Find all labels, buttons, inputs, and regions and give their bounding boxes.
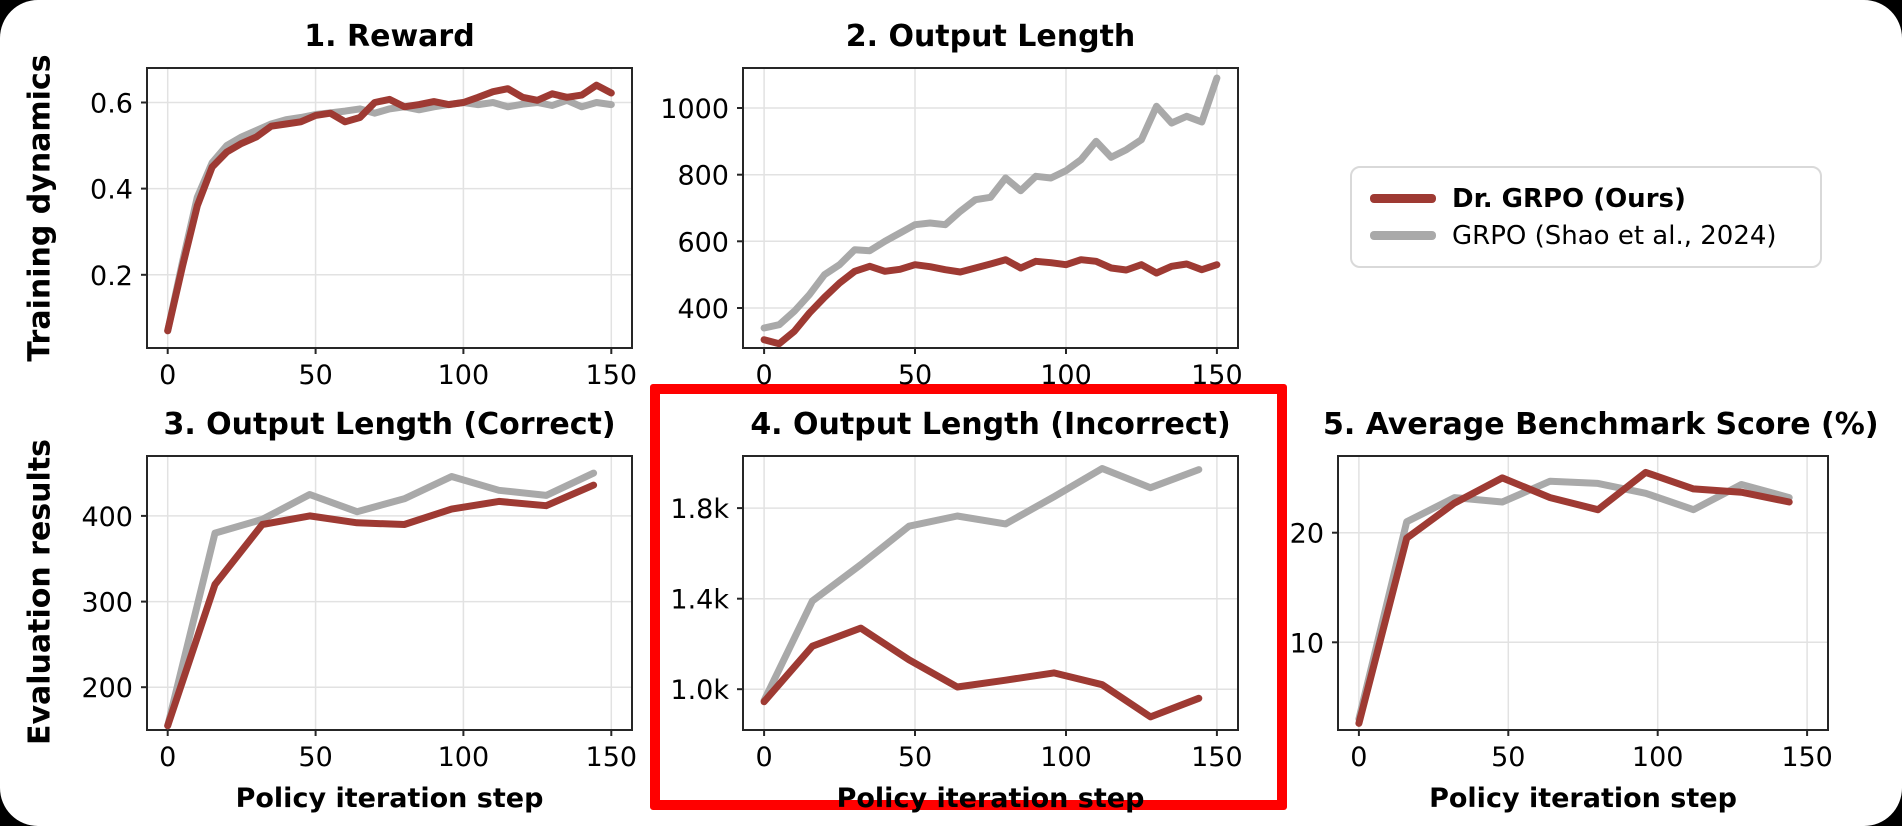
chart-output-length-incorrect-plot: 0 50 100 150 1.0k 1.4k 1.8k [670, 455, 1243, 773]
svg-text:400: 400 [677, 294, 729, 325]
chart-output-length-incorrect-title: 4. Output Length (Incorrect) [750, 407, 1231, 442]
svg-text:0: 0 [159, 360, 176, 391]
svg-text:1.0k: 1.0k [670, 675, 729, 706]
chart-average-benchmark-score: 5. Average Benchmark Score (%) 0 50 100 150… [1243, 401, 1879, 825]
svg-text:150: 150 [586, 742, 638, 773]
svg-text:800: 800 [677, 161, 729, 192]
chart-output-length-correct-title: 3. Output Length (Correct) [163, 407, 616, 442]
svg-text:50: 50 [898, 360, 932, 391]
svg-text:1.4k: 1.4k [670, 585, 729, 616]
chart-output-length-correct: 3. Output Length (Correct) 0 50 100 150 200 3… [52, 401, 647, 825]
chart-average-benchmark-score-title: 5. Average Benchmark Score (%) [1323, 407, 1879, 442]
svg-text:50: 50 [298, 360, 332, 391]
chart-output-length: 2. Output Length 0 50 100 150 400 600 800 1000 [648, 13, 1253, 443]
chart-average-benchmark-score-plot: 0 50 100 150 10 20 [1290, 455, 1833, 773]
svg-text:200: 200 [81, 673, 133, 704]
svg-text:0.6: 0.6 [90, 89, 133, 120]
svg-text:150: 150 [1191, 742, 1243, 773]
svg-text:100: 100 [438, 742, 490, 773]
chart-average-benchmark-score-xlabel: Policy iteration step [1429, 783, 1737, 814]
svg-text:10: 10 [1290, 628, 1324, 659]
svg-text:0: 0 [159, 742, 176, 773]
svg-text:50: 50 [298, 742, 332, 773]
svg-text:100: 100 [438, 360, 490, 391]
chart-output-length-plot: 0 50 100 150 400 600 800 1000 [660, 67, 1243, 391]
svg-text:1000: 1000 [660, 94, 729, 125]
chart-reward-plot: 0 50 100 150 0.2 0.4 0.6 [90, 67, 638, 391]
svg-text:1.8k: 1.8k [670, 494, 729, 525]
svg-text:600: 600 [677, 227, 729, 258]
svg-text:100: 100 [1040, 742, 1092, 773]
svg-text:0.2: 0.2 [90, 261, 133, 292]
legend-item-dr-grpo: Dr. GRPO (Ours) [1370, 184, 1802, 214]
legend-item-grpo: GRPO (Shao et al., 2024) [1370, 221, 1802, 251]
chart-reward: 1. Reward 0 50 100 150 0.2 0.4 0.6 [52, 13, 647, 443]
grpo-line-swatch [1370, 231, 1436, 240]
svg-text:0: 0 [756, 360, 773, 391]
svg-text:400: 400 [81, 502, 133, 533]
chart-output-length-title: 2. Output Length [845, 19, 1136, 54]
svg-text:300: 300 [81, 588, 133, 619]
chart-output-length-incorrect-xlabel: Policy iteration step [836, 783, 1145, 814]
svg-text:50: 50 [898, 742, 932, 773]
svg-text:150: 150 [586, 360, 638, 391]
svg-text:150: 150 [1781, 742, 1833, 773]
chart-output-length-correct-xlabel: Policy iteration step [235, 783, 544, 814]
legend: Dr. GRPO (Ours) GRPO (Shao et al., 2024) [1350, 166, 1822, 268]
svg-text:50: 50 [1491, 742, 1525, 773]
svg-text:0: 0 [756, 742, 773, 773]
svg-text:20: 20 [1290, 519, 1324, 550]
svg-text:0: 0 [1350, 742, 1367, 773]
svg-text:150: 150 [1191, 360, 1243, 391]
svg-text:100: 100 [1632, 742, 1684, 773]
svg-text:0.4: 0.4 [90, 175, 133, 206]
legend-label-dr-grpo: Dr. GRPO (Ours) [1452, 183, 1686, 214]
dr-grpo-line-swatch [1370, 194, 1436, 203]
chart-output-length-correct-plot: 0 50 100 150 200 300 400 [81, 455, 638, 773]
legend-label-grpo: GRPO (Shao et al., 2024) [1452, 220, 1777, 251]
chart-output-length-incorrect: 4. Output Length (Incorrect) 0 50 100 150 1.… [648, 401, 1253, 825]
chart-reward-title: 1. Reward [304, 19, 475, 54]
svg-text:100: 100 [1040, 360, 1092, 391]
